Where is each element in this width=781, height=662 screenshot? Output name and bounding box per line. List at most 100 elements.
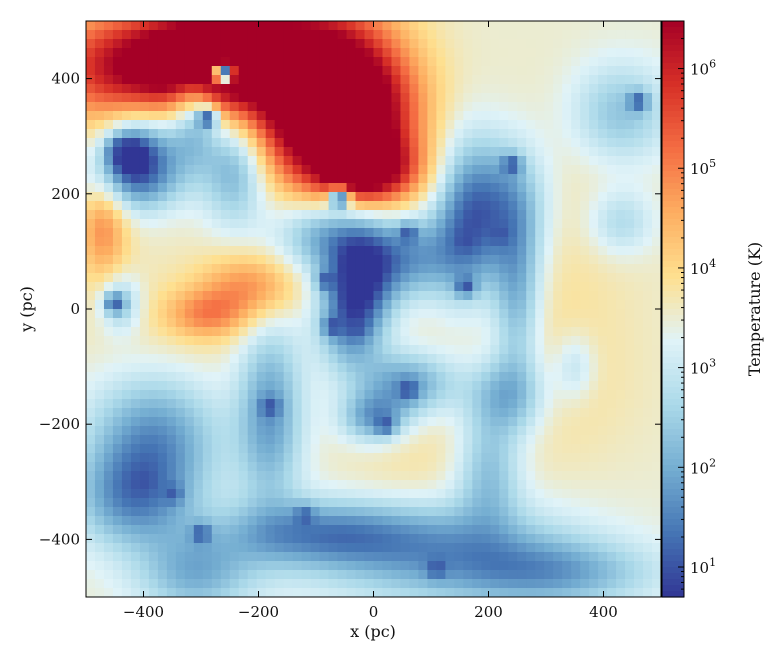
heatmap-cell: [463, 102, 473, 112]
heatmap-cell: [418, 21, 428, 31]
heatmap-cell: [427, 309, 437, 319]
heatmap-cell: [391, 390, 402, 400]
heatmap-cell: [247, 120, 258, 130]
heatmap-cell: [634, 399, 644, 409]
colorbar-segment: [662, 489, 684, 496]
heatmap-cell: [274, 408, 285, 418]
heatmap-cell: [292, 570, 303, 580]
heatmap-cell: [508, 399, 518, 409]
heatmap-cell: [112, 525, 123, 535]
heatmap-cell: [175, 516, 186, 526]
heatmap-cell: [472, 588, 482, 597]
heatmap-cell: [238, 192, 249, 202]
heatmap-cell: [508, 318, 518, 328]
heatmap-cell: [292, 426, 303, 436]
heatmap-cell: [193, 192, 204, 202]
heatmap-cell: [490, 129, 500, 139]
heatmap-cell: [301, 183, 312, 193]
heatmap-cell: [94, 93, 105, 103]
heatmap-cell: [274, 426, 285, 436]
heatmap-cell: [157, 588, 168, 597]
heatmap-cell: [220, 435, 231, 445]
heatmap-cell: [265, 57, 276, 67]
heatmap-cell: [445, 192, 455, 202]
heatmap-cell: [166, 543, 177, 553]
heatmap-cell: [625, 111, 635, 121]
heatmap-cell: [400, 174, 411, 184]
heatmap-cell: [103, 516, 114, 526]
heatmap-cell: [517, 165, 527, 175]
heatmap-cell: [211, 516, 222, 526]
heatmap-cell: [337, 489, 348, 499]
heatmap-cell: [103, 354, 114, 364]
heatmap-cell: [256, 138, 267, 148]
heatmap-cell: [175, 453, 186, 463]
heatmap-cell: [256, 363, 267, 373]
heatmap-cell: [337, 345, 348, 355]
heatmap-cell: [292, 201, 303, 211]
heatmap-cell: [337, 273, 348, 283]
heatmap-cell: [337, 444, 348, 454]
heatmap-cell: [238, 471, 249, 481]
heatmap-cell: [166, 201, 177, 211]
heatmap-cell: [112, 201, 123, 211]
heatmap-cell: [589, 570, 599, 580]
heatmap-cell: [571, 237, 581, 247]
heatmap-cell: [616, 435, 626, 445]
heatmap-cell: [328, 210, 339, 220]
heatmap-cell: [427, 129, 437, 139]
heatmap-cell: [409, 318, 420, 328]
heatmap-cell: [265, 354, 276, 364]
heatmap-cell: [634, 111, 644, 121]
heatmap-cell: [112, 435, 123, 445]
heatmap-cell: [184, 111, 195, 121]
heatmap-cell: [598, 129, 608, 139]
heatmap-cell: [94, 390, 105, 400]
heatmap-cell: [625, 381, 635, 391]
heatmap-cell: [508, 561, 518, 571]
heatmap-cell: [517, 138, 527, 148]
heatmap-cell: [211, 102, 222, 112]
heatmap-cell: [400, 219, 411, 229]
heatmap-cell: [184, 219, 195, 229]
heatmap-cell: [598, 93, 608, 103]
heatmap-cell: [598, 156, 608, 166]
heatmap-cell: [517, 21, 527, 31]
heatmap-cell: [580, 255, 590, 265]
heatmap-cell: [616, 147, 626, 157]
heatmap-cell: [346, 426, 357, 436]
heatmap-cell: [247, 444, 258, 454]
heatmap-cell: [337, 282, 348, 292]
heatmap-cell: [112, 354, 123, 364]
heatmap-cell: [445, 480, 455, 490]
heatmap-cell: [166, 165, 177, 175]
heatmap-cell: [148, 507, 159, 517]
heatmap-cell: [112, 66, 123, 76]
heatmap-cell: [571, 219, 581, 229]
heatmap-cell: [481, 39, 491, 49]
heatmap-cell: [643, 381, 653, 391]
heatmap-cell: [103, 93, 114, 103]
heatmap-cell: [229, 147, 240, 157]
heatmap-cell: [382, 291, 393, 301]
heatmap-cell: [193, 516, 204, 526]
heatmap-cell: [121, 408, 132, 418]
heatmap-cell: [211, 543, 222, 553]
heatmap-cell: [364, 165, 375, 175]
heatmap-cell: [193, 327, 204, 337]
heatmap-cell: [355, 102, 366, 112]
heatmap-cell: [454, 246, 464, 256]
heatmap-cell: [283, 309, 294, 319]
colorbar-segment: [662, 21, 684, 28]
heatmap-cell: [346, 318, 357, 328]
heatmap-cell: [562, 264, 572, 274]
heatmap-cell: [337, 48, 348, 58]
heatmap-cell: [544, 318, 554, 328]
heatmap-cell: [517, 390, 527, 400]
colorbar-segment: [662, 111, 684, 118]
heatmap-cell: [310, 39, 321, 49]
heatmap-cell: [562, 39, 572, 49]
heatmap-cell: [517, 120, 527, 130]
heatmap-cell: [490, 381, 500, 391]
heatmap-cell: [211, 471, 222, 481]
